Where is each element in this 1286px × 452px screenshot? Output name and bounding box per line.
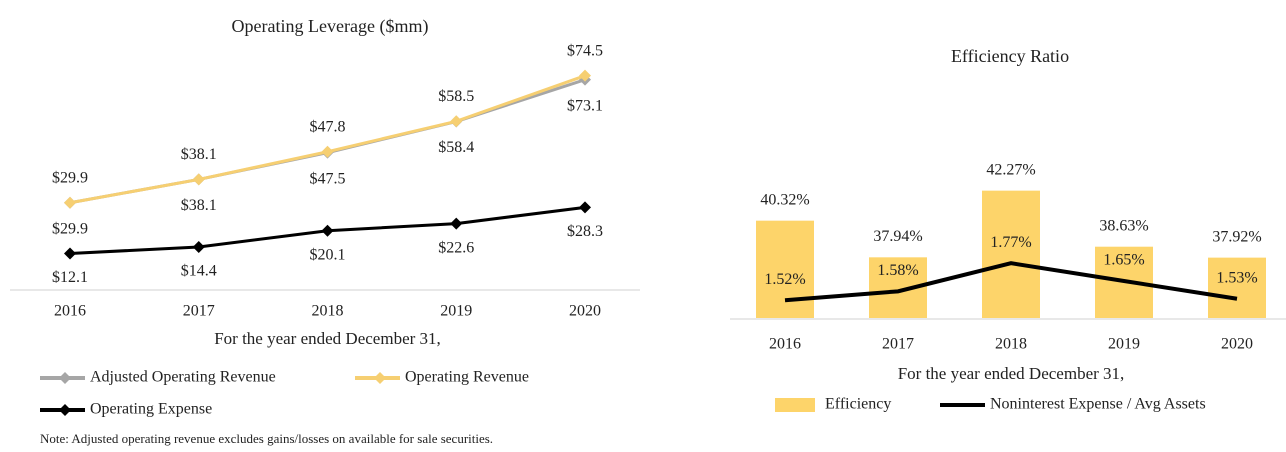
line (784, 261, 1238, 303)
data-label: 1.65% (1103, 252, 1144, 269)
bar (1208, 257, 1266, 318)
x-tick-label: 2017 (882, 336, 914, 353)
marker (579, 69, 591, 82)
marker (450, 115, 463, 128)
data-label: $74.5 (567, 42, 603, 59)
x-tick-label: 2018 (995, 336, 1027, 353)
legend-label: Efficiency (825, 396, 891, 413)
marker (64, 196, 76, 209)
data-label: $29.9 (52, 220, 88, 237)
chart-title: Operating Leverage ($mm) (232, 16, 429, 37)
data-label: $47.8 (310, 118, 346, 135)
data-label: $14.4 (181, 263, 217, 280)
bar (756, 220, 814, 318)
data-label: 37.92% (1212, 228, 1261, 245)
legend-label: Adjusted Operating Revenue (90, 369, 276, 386)
x-tick-label: 2020 (569, 303, 601, 320)
legend-swatch (775, 398, 815, 412)
data-label: $58.5 (438, 88, 474, 105)
data-label: $58.4 (438, 139, 474, 156)
data-label: 1.58% (877, 262, 918, 279)
data-label: 40.32% (760, 191, 809, 208)
legend-marker (59, 372, 71, 384)
data-label: 38.63% (1099, 217, 1148, 234)
data-label: $47.5 (310, 170, 346, 187)
marker (192, 240, 205, 253)
data-label: $28.3 (567, 223, 603, 240)
x-tick-label: 2018 (312, 303, 344, 320)
note: Note: Adjusted operating revenue exclude… (40, 431, 493, 446)
chart-title: Efficiency Ratio (951, 46, 1069, 66)
data-label: $73.1 (567, 97, 603, 114)
data-label: 1.53% (1216, 269, 1257, 286)
marker (192, 173, 205, 186)
x-tick-label: 2017 (183, 303, 215, 320)
legend-label: Noninterest Expense / Avg Assets (990, 396, 1206, 413)
marker (64, 247, 76, 260)
legend-label: Operating Expense (90, 401, 212, 418)
data-label: 1.77% (990, 234, 1031, 251)
x-tick-label: 2016 (769, 336, 801, 353)
data-label: $29.9 (52, 169, 88, 186)
data-label: $22.6 (438, 239, 474, 256)
data-label: 42.27% (986, 161, 1035, 178)
marker (321, 145, 334, 158)
data-label: $38.1 (181, 197, 217, 214)
x-tick-label: 2019 (440, 303, 472, 320)
data-label: $20.1 (310, 246, 346, 263)
data-label: $38.1 (181, 146, 217, 163)
x-axis-label: For the year ended December 31, (214, 329, 441, 348)
legend-marker (59, 404, 71, 416)
data-label: 1.52% (764, 271, 805, 288)
x-axis-label: For the year ended December 31, (898, 364, 1125, 383)
data-label: 37.94% (873, 228, 922, 245)
legend-label: Operating Revenue (405, 369, 529, 386)
x-tick-label: 2020 (1221, 336, 1253, 353)
bar (982, 190, 1040, 318)
marker (579, 201, 591, 214)
legend-marker (374, 372, 386, 384)
x-tick-label: 2016 (54, 303, 86, 320)
marker (321, 224, 334, 237)
marker (450, 217, 463, 230)
data-label: $12.1 (52, 269, 88, 286)
x-tick-label: 2019 (1108, 336, 1140, 353)
